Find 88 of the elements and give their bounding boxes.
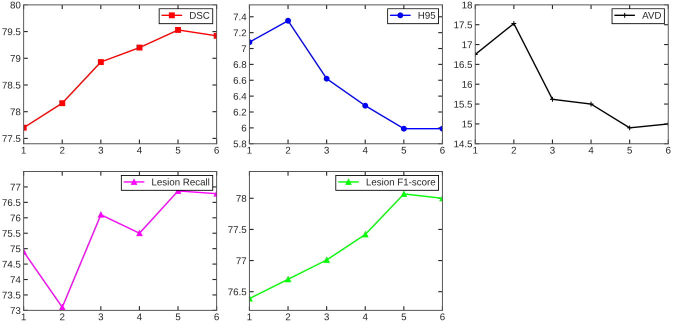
y-tick-label: 77.5: [228, 226, 246, 234]
y-tick-label: 78: [10, 108, 20, 116]
x-tick-label: 4: [362, 146, 368, 154]
point: [550, 96, 556, 102]
point: [324, 256, 330, 263]
x-tick-label: 6: [666, 146, 671, 154]
point: [510, 20, 517, 26]
x-tick-label: 5: [627, 146, 632, 154]
x-tick-label: 4: [136, 146, 142, 154]
y-tick-label: 76.5: [2, 199, 20, 206]
x-tick-label: 5: [402, 146, 406, 154]
x-tick-label: 4: [588, 146, 594, 154]
y-tick-label: 15: [462, 120, 472, 128]
y-tick-label: 5.8: [234, 140, 246, 148]
x-tick-label: 2: [286, 313, 290, 320]
y-tick-label: 6.2: [234, 108, 246, 116]
x-tick-label: 2: [60, 146, 64, 154]
x-tick-label: 3: [98, 313, 104, 320]
x-tick-label: 2: [512, 146, 516, 154]
point: [362, 102, 368, 109]
y-tick-label: 73.5: [2, 292, 20, 299]
y-tick-label: 7.2: [234, 29, 246, 36]
point: [98, 212, 104, 218]
y-tick-label: 15.5: [454, 100, 472, 108]
x-tick-label: 1: [247, 314, 252, 320]
legend-label: AVD: [642, 12, 661, 19]
x-tick-label: 2: [286, 146, 290, 154]
y-tick-label: 77.5: [2, 135, 20, 142]
point: [285, 18, 291, 24]
x-tick-label: 6: [440, 313, 445, 320]
y-tick-label: 17: [462, 41, 472, 48]
x-tick-label: 6: [214, 313, 219, 320]
point: [136, 230, 142, 236]
legend-label: H95: [418, 12, 436, 19]
y-tick-label: 75.5: [2, 230, 20, 237]
y-tick-label: 6.8: [234, 61, 246, 68]
y-tick-label: 78: [236, 195, 246, 202]
x-tick-label: 4: [136, 314, 142, 320]
x-tick-label: 2: [60, 313, 64, 320]
point: [400, 190, 407, 197]
y-tick-label: 14.5: [454, 140, 472, 148]
point: [136, 44, 142, 51]
point: [59, 304, 66, 310]
x-tick-label: 3: [98, 146, 104, 154]
point: [400, 126, 407, 132]
x-tick-label: 5: [176, 314, 180, 320]
y-tick-label: 7: [242, 45, 246, 52]
x-tick-label: 1: [22, 314, 26, 320]
y-tick-label: 77: [10, 184, 20, 190]
x-tick-label: 3: [324, 313, 329, 320]
y-tick-label: 16: [462, 80, 472, 88]
x-tick-label: 6: [440, 146, 445, 154]
y-tick-label: 79.5: [2, 28, 20, 36]
y-tick-label: 80: [10, 2, 20, 8]
y-tick-label: 74: [10, 276, 21, 284]
point: [175, 27, 181, 33]
y-tick-label: 76.5: [228, 288, 246, 296]
y-tick-label: 73: [10, 307, 20, 314]
point: [324, 76, 330, 82]
point: [285, 276, 291, 282]
y-tick-label: 6.4: [234, 92, 246, 100]
y-tick-label: 17.5: [454, 22, 472, 28]
x-tick-label: 6: [214, 146, 219, 154]
x-tick-label: 4: [362, 314, 368, 320]
x-tick-label: 5: [402, 314, 406, 320]
x-tick-label: 3: [550, 146, 555, 154]
y-tick-label: 76: [10, 214, 20, 222]
y-tick-label: 7.4: [234, 14, 246, 20]
legend-label: Lesion F1-score: [366, 178, 436, 186]
y-tick-label: 16.5: [454, 61, 472, 68]
x-tick-label: 1: [22, 146, 26, 154]
y-tick-label: 74.5: [2, 260, 20, 268]
y-tick-label: 18: [462, 2, 472, 8]
x-tick-label: 1: [473, 146, 478, 154]
point: [98, 59, 104, 65]
y-tick-label: 77: [236, 257, 246, 264]
point: [59, 100, 66, 106]
x-tick-label: 3: [324, 146, 329, 154]
legend-label: DSC: [190, 12, 210, 19]
y-tick-label: 79: [10, 55, 20, 62]
y-tick-label: 6: [242, 124, 246, 132]
x-tick-label: 1: [247, 146, 252, 154]
point: [362, 231, 368, 238]
x-tick-label: 5: [176, 146, 180, 154]
y-tick-label: 78.5: [2, 82, 20, 89]
y-tick-label: 75: [10, 245, 20, 252]
y-tick-label: 6.6: [234, 76, 246, 84]
legend-label: Lesion Recall: [152, 178, 210, 186]
